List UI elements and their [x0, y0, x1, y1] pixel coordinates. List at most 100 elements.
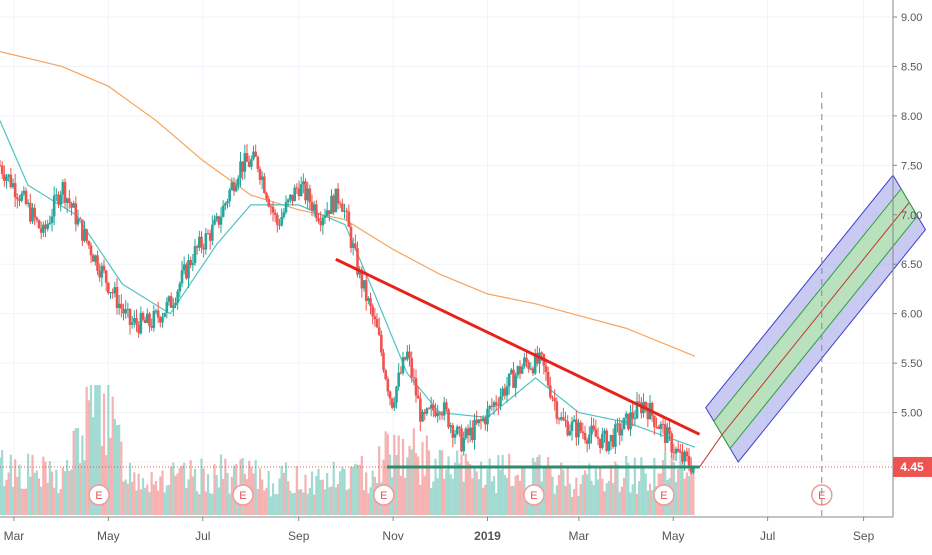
volume-bar — [161, 470, 164, 515]
volume-bar — [100, 445, 103, 515]
candle-body — [195, 246, 199, 248]
volume-bar — [289, 490, 292, 515]
y-tick-label: 5.50 — [901, 358, 922, 370]
candle-body — [267, 198, 270, 207]
candle-body — [440, 414, 444, 416]
candle-body — [520, 366, 524, 374]
candle-body — [546, 371, 550, 386]
candle-body — [455, 426, 459, 435]
candle-body — [174, 302, 177, 306]
candle-body — [52, 195, 56, 217]
candle-body — [321, 217, 325, 226]
candle-body — [386, 379, 390, 392]
candle-body — [343, 210, 346, 212]
candle-body — [692, 466, 695, 473]
volume-bar — [180, 465, 184, 515]
volume-bar — [139, 489, 142, 515]
candle-body — [629, 412, 632, 430]
volume-bar — [581, 474, 584, 515]
volume-bar — [495, 492, 498, 515]
candle-body — [13, 183, 17, 198]
last-price-badge — [893, 456, 932, 477]
volume-bar — [679, 449, 682, 515]
candle-body — [484, 418, 487, 425]
volume-bar — [651, 490, 654, 515]
candle-body — [533, 353, 537, 374]
candle-body — [423, 411, 426, 414]
volume-bar — [406, 457, 409, 515]
volume-bar — [46, 482, 49, 515]
volume-bar — [16, 476, 19, 515]
volume-bar — [202, 468, 205, 515]
candle-body — [187, 260, 190, 279]
candle-body — [503, 388, 507, 396]
volume-bar — [503, 474, 506, 515]
volume-bar — [642, 467, 645, 515]
candle-body — [620, 429, 624, 436]
candle-body — [679, 451, 682, 453]
candle-body — [490, 405, 494, 407]
candle-body — [133, 318, 136, 323]
volume-bar — [438, 449, 441, 515]
candle-body — [360, 269, 364, 289]
volume-bar — [560, 462, 563, 515]
candle-body — [514, 375, 517, 388]
candle-body — [148, 313, 151, 326]
candle-body — [408, 351, 411, 359]
volume-bar — [358, 464, 361, 515]
volume-bar — [133, 472, 136, 515]
candle-body — [364, 280, 368, 301]
candle-body — [559, 417, 563, 420]
candle-body — [471, 427, 474, 441]
candle-body — [120, 303, 123, 309]
volume-bar — [577, 495, 580, 515]
volume-bar — [490, 481, 493, 515]
candle-body — [468, 427, 472, 436]
candle-body — [72, 203, 75, 208]
volume-bar — [690, 468, 693, 515]
candle-body — [419, 398, 422, 422]
volume-bar — [0, 457, 2, 515]
candle-body — [650, 402, 654, 416]
volume-bar — [295, 466, 298, 515]
volume-bar — [397, 435, 400, 515]
volume-bar — [434, 458, 437, 515]
volume-bar — [460, 454, 463, 515]
candle-body — [286, 199, 290, 203]
volume-bar — [124, 479, 127, 515]
candle-body — [117, 303, 121, 309]
volume-bar — [297, 489, 301, 515]
candle-body — [488, 405, 491, 409]
volume-bar — [328, 487, 331, 515]
volume-bar — [612, 482, 615, 515]
volume-bar — [605, 483, 608, 515]
volume-bar — [349, 466, 353, 515]
candle-body — [347, 211, 351, 227]
volume-bar — [44, 461, 47, 515]
volume-bar — [94, 385, 97, 515]
candle-body — [614, 424, 617, 447]
candle-body — [676, 448, 680, 452]
candle-body — [317, 218, 320, 222]
volume-bar — [395, 455, 398, 515]
volume-bar — [505, 477, 509, 515]
candle-body — [295, 187, 299, 189]
volume-bar — [122, 481, 125, 515]
x-tick-label: May — [662, 529, 685, 543]
volume-bar — [33, 472, 36, 515]
volume-bar — [629, 492, 632, 515]
candle-body — [663, 424, 667, 443]
volume-bar — [319, 480, 322, 515]
volume-bar — [339, 471, 342, 515]
candle-body — [42, 224, 45, 233]
candle-body — [531, 368, 535, 374]
candle-body — [48, 222, 52, 225]
candle-body — [172, 305, 175, 308]
candle-body — [46, 224, 49, 229]
volume-bar — [326, 472, 329, 515]
volume-bar — [417, 456, 420, 515]
volume-bar — [518, 480, 522, 515]
volume-bar — [226, 472, 229, 515]
volume-bar — [648, 483, 652, 515]
volume-bar — [638, 481, 641, 515]
